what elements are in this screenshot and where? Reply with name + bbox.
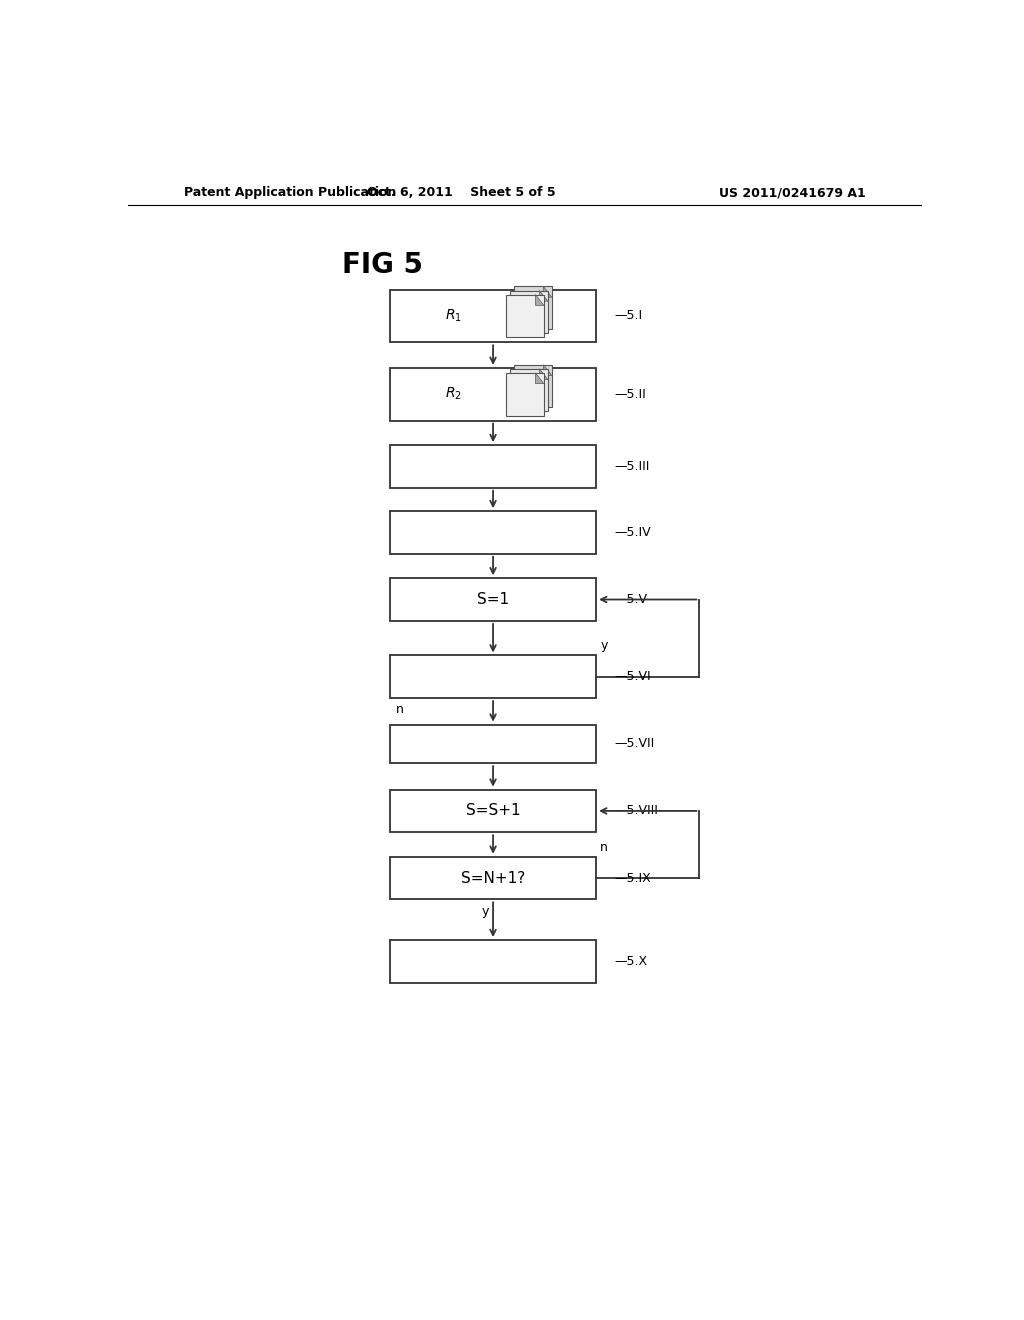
Bar [510,290,548,333]
Text: Oct. 6, 2011    Sheet 5 of 5: Oct. 6, 2011 Sheet 5 of 5 [367,186,556,199]
Text: —5.V: —5.V [614,593,647,606]
Text: $R_2$: $R_2$ [445,385,462,403]
Text: $R_1$: $R_1$ [445,308,462,325]
Polygon shape [540,368,548,380]
Text: n: n [396,704,404,717]
Text: US 2011/0241679 A1: US 2011/0241679 A1 [719,186,866,199]
Text: S=S+1: S=S+1 [466,804,520,818]
Bar [510,368,548,412]
Bar [390,578,596,620]
Bar [390,725,596,763]
Text: —5.VII: —5.VII [614,738,654,750]
Bar [390,857,596,899]
Bar [514,364,552,408]
Text: —5.III: —5.III [614,459,650,473]
Polygon shape [540,290,548,301]
Text: S=N+1?: S=N+1? [461,870,525,886]
Text: —5.IV: —5.IV [614,525,651,539]
Bar [390,368,596,421]
Polygon shape [544,364,552,375]
Bar [390,289,596,342]
Text: y: y [481,906,488,919]
Text: —5.IX: —5.IX [614,871,651,884]
Polygon shape [536,372,544,384]
Text: S=1: S=1 [477,591,509,607]
Text: y: y [600,639,607,652]
Text: —5.VIII: —5.VIII [614,804,658,817]
Bar [390,445,596,487]
Text: —5.II: —5.II [614,388,646,401]
Bar [506,294,544,338]
Text: Patent Application Publication: Patent Application Publication [183,186,396,199]
Text: FIG 5: FIG 5 [342,251,423,279]
Text: —5.I: —5.I [614,309,643,322]
Bar [506,372,544,416]
Text: —5.VI: —5.VI [614,671,651,684]
Bar [514,286,552,329]
Text: —5.X: —5.X [614,954,647,968]
Bar [390,940,596,982]
Bar [390,789,596,833]
Bar [390,511,596,554]
Bar [390,656,596,698]
Text: n: n [600,841,608,854]
Polygon shape [544,286,552,297]
Polygon shape [536,294,544,305]
